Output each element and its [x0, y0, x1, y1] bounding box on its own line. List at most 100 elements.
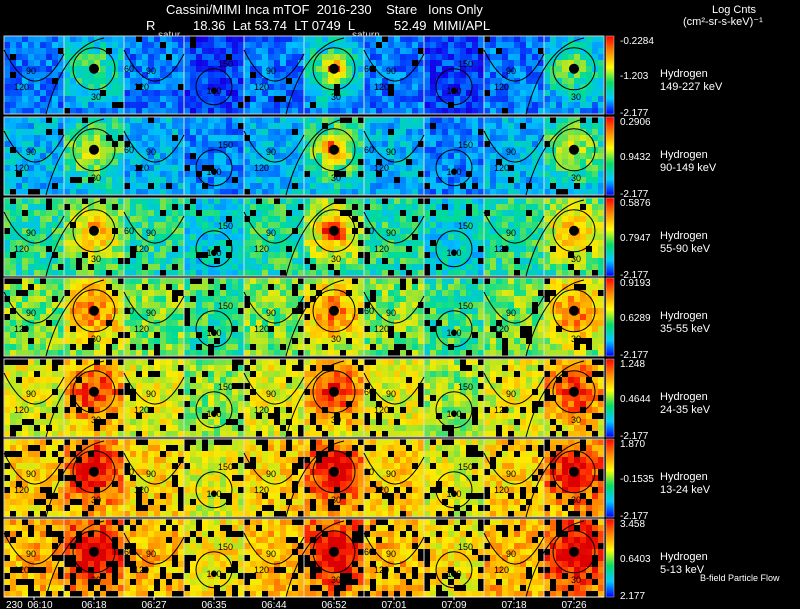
heatmap-cell — [292, 42, 298, 48]
heatmap-cell — [334, 54, 340, 60]
heatmap-cell — [586, 135, 592, 141]
heatmap-cell — [328, 42, 334, 48]
heatmap-cell — [382, 344, 388, 350]
heatmap-cell — [562, 153, 568, 159]
heatmap-cell — [352, 198, 358, 204]
heatmap-cell — [370, 252, 376, 258]
heatmap-cell — [76, 308, 82, 314]
heatmap-cell — [454, 258, 460, 264]
heatmap-cell — [430, 84, 436, 90]
heatmap-cell — [16, 314, 22, 320]
heatmap-cell — [310, 320, 316, 326]
heatmap-cell — [316, 141, 322, 147]
heatmap-cell — [82, 228, 88, 234]
heatmap-cell — [412, 314, 418, 320]
heatmap-cell — [412, 258, 418, 264]
heatmap-cell — [280, 48, 286, 54]
heatmap-cell — [238, 78, 244, 84]
heatmap-cell — [100, 141, 106, 147]
heatmap-cell — [22, 42, 28, 48]
heatmap-cell — [256, 165, 262, 171]
heatmap-cell — [94, 338, 100, 344]
heatmap-cell — [238, 60, 244, 66]
heatmap-cell — [322, 153, 328, 159]
heatmap-cell — [382, 102, 388, 108]
heatmap-cell — [22, 278, 28, 284]
heatmap-cell — [328, 135, 334, 141]
heatmap-cell — [466, 117, 472, 123]
heatmap-cell — [154, 84, 160, 90]
heatmap-cell — [178, 147, 184, 153]
heatmap-cell — [400, 84, 406, 90]
heatmap-cell — [562, 141, 568, 147]
pitch-angle-contour — [243, 49, 305, 82]
heatmap-cell — [520, 216, 526, 222]
heatmap-cell — [340, 135, 346, 141]
heatmap-cell — [100, 264, 106, 270]
heatmap-cell — [418, 302, 424, 308]
heatmap-cell — [226, 66, 232, 72]
heatmap-cell — [220, 198, 226, 204]
heatmap-cell — [256, 228, 262, 234]
heatmap-cell — [208, 246, 214, 252]
heatmap-cell — [82, 296, 88, 302]
heatmap-cell — [4, 314, 10, 320]
heatmap-cell — [106, 165, 112, 171]
heatmap-cell — [418, 108, 424, 114]
heatmap-cell — [562, 252, 568, 258]
heatmap-cell — [28, 117, 34, 123]
contour-label: 90 — [26, 147, 36, 157]
heatmap-cell — [592, 270, 598, 276]
heatmap-cell — [16, 264, 22, 270]
heatmap-cell — [58, 177, 64, 183]
heatmap-cell — [586, 246, 592, 252]
heatmap-cell — [52, 78, 58, 84]
heatmap-cell — [124, 270, 130, 276]
heatmap-cell — [496, 48, 502, 54]
heatmap-cell — [412, 278, 418, 284]
pitch-angle-contour — [45, 118, 105, 196]
heatmap-cell — [364, 264, 370, 270]
heatmap-cell — [28, 296, 34, 302]
heatmap-cell — [352, 171, 358, 177]
heatmap-cell — [364, 135, 370, 141]
heatmap-cell — [286, 129, 292, 135]
heatmap-cell — [586, 108, 592, 114]
heatmap-cell — [352, 246, 358, 252]
heatmap-cell — [124, 183, 130, 189]
heatmap-cell — [262, 228, 268, 234]
heatmap-cell — [472, 252, 478, 258]
heatmap-cell — [388, 129, 394, 135]
heatmap-cell — [292, 189, 298, 195]
heatmap-cell — [64, 147, 70, 153]
heatmap-cell — [76, 284, 82, 290]
heatmap-cell — [262, 48, 268, 54]
heatmap-cell — [262, 129, 268, 135]
heatmap-cell — [136, 198, 142, 204]
heatmap-cell — [526, 54, 532, 60]
heatmap-cell — [580, 204, 586, 210]
heatmap-cell — [460, 216, 466, 222]
heatmap-cell — [196, 240, 202, 246]
heatmap-cell — [316, 338, 322, 344]
heatmap-cell — [88, 84, 94, 90]
heatmap-cell — [352, 350, 358, 356]
heatmap-cell — [4, 344, 10, 350]
heatmap-cell — [166, 222, 172, 228]
heatmap-cell — [256, 102, 262, 108]
heatmap-cell — [106, 36, 112, 42]
heatmap-cell — [304, 252, 310, 258]
heatmap-cell — [340, 84, 346, 90]
heatmap-cell — [358, 296, 364, 302]
heatmap-cell — [346, 153, 352, 159]
heatmap-cell — [82, 252, 88, 258]
heatmap-cell — [400, 183, 406, 189]
heatmap-cell — [28, 204, 34, 210]
heatmap-cell — [532, 54, 538, 60]
heatmap-cell — [76, 72, 82, 78]
heatmap-cell — [442, 117, 448, 123]
heatmap-cell — [502, 129, 508, 135]
heatmap-cell — [58, 302, 64, 308]
heatmap-cell — [298, 171, 304, 177]
heatmap-cell — [592, 108, 598, 114]
